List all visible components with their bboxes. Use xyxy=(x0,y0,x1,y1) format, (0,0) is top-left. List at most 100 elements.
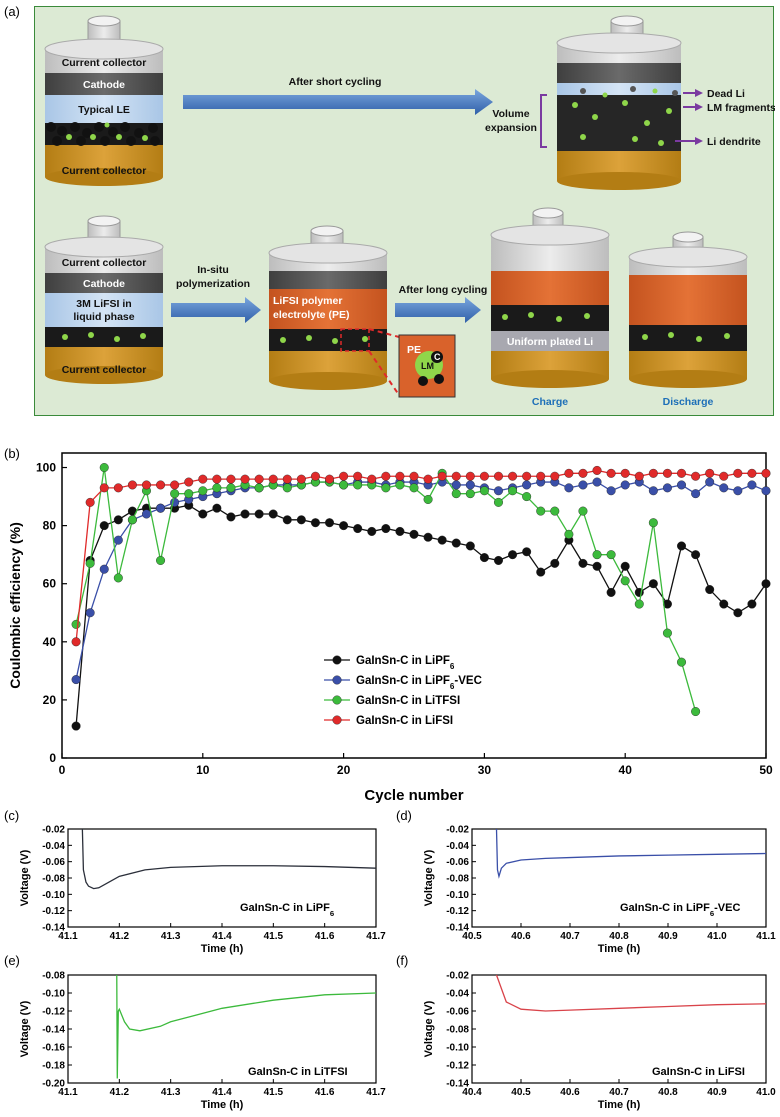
curve-label: GaInSn-C in LiTFSI xyxy=(248,1066,348,1078)
data-point xyxy=(508,471,518,481)
x-tick-label: 20 xyxy=(337,763,351,777)
y-axis-label: Voltage (V) xyxy=(423,849,435,906)
data-point xyxy=(662,468,672,478)
cell1-collector-bottom: Current collector xyxy=(62,165,147,177)
cell4-electrolyte-1: LiFSI polymer xyxy=(273,295,342,307)
x-tick-label: 40.7 xyxy=(609,1087,629,1098)
panel-letter-b: (b) xyxy=(4,446,20,461)
data-point xyxy=(691,707,701,717)
cell3-cathode: Cathode xyxy=(83,278,125,290)
data-point xyxy=(99,483,109,493)
data-point xyxy=(451,538,461,548)
y-tick-label: 60 xyxy=(43,577,57,591)
inset-c-label: C xyxy=(434,352,441,362)
legend-label: GaInSn-C in LiPF6 xyxy=(356,655,455,671)
data-point xyxy=(662,628,672,638)
y-tick-label: -0.20 xyxy=(42,1079,65,1090)
legend-marker xyxy=(332,675,342,685)
y-tick-label: -0.14 xyxy=(446,1079,469,1090)
series-line xyxy=(75,481,767,680)
data-point xyxy=(578,558,588,568)
y-tick-label: -0.04 xyxy=(446,841,469,852)
data-point xyxy=(733,608,743,618)
data-point xyxy=(677,468,687,478)
arrow1-label: After short cycling xyxy=(289,76,382,88)
x-tick-label: 40 xyxy=(619,763,633,777)
y-tick-label: -0.14 xyxy=(42,1025,65,1036)
x-tick-label: 40.5 xyxy=(511,1087,531,1098)
data-point xyxy=(282,515,292,525)
schematic-svg: Current collector Cathode Typical LE Cur… xyxy=(44,15,776,408)
data-point xyxy=(592,561,602,571)
data-point xyxy=(592,465,602,475)
data-point xyxy=(409,483,419,493)
y-tick-label: 80 xyxy=(43,519,57,533)
x-tick-label: 41.3 xyxy=(161,931,181,942)
data-point xyxy=(564,529,574,539)
y-tick-label: -0.10 xyxy=(446,1043,469,1054)
data-point xyxy=(705,477,715,487)
cell1-collector-top: Current collector xyxy=(62,57,147,69)
data-point xyxy=(634,471,644,481)
x-tick-label: 41.0 xyxy=(756,1087,776,1098)
data-point xyxy=(522,547,532,557)
x-tick-label: 41.2 xyxy=(110,931,130,942)
y-tick-label: -0.08 xyxy=(42,874,65,885)
cell4-electrolyte-2: electrolyte (PE) xyxy=(273,309,349,321)
data-point xyxy=(761,468,771,478)
y-axis-label: Coulombic efficiency (%) xyxy=(7,522,23,688)
y-tick-label: -0.02 xyxy=(42,825,65,836)
data-point xyxy=(606,550,616,560)
data-point xyxy=(648,518,658,528)
data-point xyxy=(465,541,475,551)
data-point xyxy=(423,494,433,504)
data-point xyxy=(592,477,602,487)
x-tick-label: 10 xyxy=(196,763,210,777)
data-point xyxy=(381,471,391,481)
y-tick-label: -0.12 xyxy=(446,906,469,917)
voltage-trace xyxy=(116,974,377,1079)
data-point xyxy=(409,471,419,481)
cell-typical-le: Current collector Cathode Typical LE Cur… xyxy=(44,15,164,186)
data-point xyxy=(423,474,433,484)
li-dendrite-label: Li dendrite xyxy=(707,136,761,148)
curve-label: GaInSn-C in LiPF6 xyxy=(240,902,334,918)
data-point xyxy=(648,468,658,478)
charge-caption: Charge xyxy=(532,396,568,408)
data-point xyxy=(367,474,377,484)
data-point xyxy=(733,468,743,478)
data-point xyxy=(282,483,292,493)
data-point xyxy=(522,492,532,502)
panel-letter-c: (c) xyxy=(4,808,20,823)
cell3-electrolyte-1: 3M LiFSI in xyxy=(76,298,131,310)
data-point xyxy=(465,480,475,490)
y-tick-label: -0.12 xyxy=(42,906,65,917)
y-tick-label: -0.16 xyxy=(42,1043,65,1054)
y-tick-label: -0.18 xyxy=(42,1061,65,1072)
x-tick-label: 41.1 xyxy=(58,931,78,942)
y-tick-label: 0 xyxy=(49,751,56,765)
data-point xyxy=(451,480,461,490)
data-point xyxy=(170,489,180,499)
data-point xyxy=(620,468,630,478)
data-point xyxy=(493,555,503,565)
data-point xyxy=(85,497,95,507)
data-point xyxy=(451,489,461,499)
voltage-trace xyxy=(81,828,377,890)
panel-letter-f: (f) xyxy=(396,953,409,968)
cell1-electrolyte: Typical LE xyxy=(78,104,130,116)
data-point xyxy=(677,657,687,667)
data-point xyxy=(71,619,81,629)
y-tick-label: 100 xyxy=(36,461,56,475)
coulombic-efficiency-chart: 0 10 20 30 40 50 0 20 40 60 80 100 Cycle number Coulo… xyxy=(7,452,773,804)
voltage-chart-f: 40.4 40.5 40.6 40.7 40.8 40.9 41.0 -0.02 -0.04 -0… xyxy=(423,971,776,1112)
x-tick-label: 41.5 xyxy=(264,931,284,942)
data-point xyxy=(479,553,489,563)
data-point xyxy=(677,480,687,490)
data-point xyxy=(198,474,208,484)
x-tick-label: 41.7 xyxy=(366,931,386,942)
voltage-trace xyxy=(495,974,767,1012)
y-axis-label: Voltage (V) xyxy=(19,1000,31,1057)
data-point xyxy=(620,480,630,490)
volume-expansion-1: Volume xyxy=(492,108,529,120)
